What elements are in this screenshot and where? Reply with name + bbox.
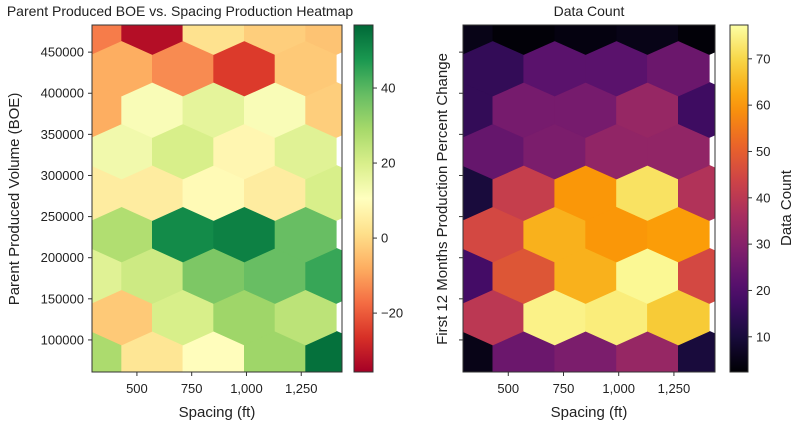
- colorbar-tick-label: 40: [756, 190, 770, 205]
- y-tick-label: 200000: [41, 250, 84, 265]
- x-tick-label: 1,250: [285, 381, 318, 396]
- x-tick-label: 500: [497, 381, 519, 396]
- y-axis-label: Parent Produced Volume (BOE): [6, 93, 23, 306]
- y-tick-label: 400000: [41, 86, 84, 101]
- x-axis-label: Spacing (ft): [551, 404, 628, 421]
- x-axis-label: Spacing (ft): [179, 404, 256, 421]
- boe-spacing-heatmap-panel: Parent Produced BOE vs. Spacing Producti…: [6, 3, 403, 421]
- colorbar-tick-label: 10: [756, 329, 770, 344]
- y-tick-label: 300000: [41, 168, 84, 183]
- x-tick-label: 750: [553, 381, 575, 396]
- x-tick-label: 500: [126, 381, 148, 396]
- hex-cell: [554, 25, 617, 55]
- y-tick-label: 250000: [41, 209, 84, 224]
- colorbar-tick-label: −20: [381, 306, 403, 321]
- y-tick-label: 450000: [41, 45, 84, 60]
- colorbar: [729, 24, 749, 373]
- plot-frame: [91, 24, 343, 373]
- colorbar-tick-label: 50: [756, 144, 770, 159]
- x-tick-label: 1,000: [230, 381, 263, 396]
- hex-cell: [121, 25, 184, 55]
- chart-title: Data Count: [554, 3, 625, 19]
- colorbar-tick-label: 20: [381, 156, 395, 171]
- y-tick-label: 100000: [41, 332, 84, 347]
- data-count-heatmap-panel: Data Count Spacing (ft) First 12 Months …: [434, 3, 795, 421]
- colorbar-label: Data Count: [778, 169, 795, 246]
- hexbin-cells: [92, 25, 342, 372]
- x-tick-label: 750: [181, 381, 203, 396]
- y-axis-label: First 12 Months Production Percent Chang…: [434, 53, 451, 345]
- hex-cell: [677, 25, 715, 55]
- colorbar-tick-label: 30: [756, 237, 770, 252]
- hex-cell: [182, 25, 245, 55]
- hexbin-cells: [463, 25, 715, 372]
- hex-cell: [492, 25, 556, 55]
- chart-title: Parent Produced BOE vs. Spacing Producti…: [7, 3, 354, 19]
- hex-cell: [244, 25, 306, 55]
- hex-cell: [305, 25, 342, 55]
- colorbar-tick-label: 40: [381, 81, 395, 96]
- hex-cell: [92, 25, 122, 55]
- x-tick-label: 1,250: [658, 381, 691, 396]
- y-tick-label: 150000: [41, 291, 84, 306]
- x-tick-label: 1,000: [602, 381, 635, 396]
- plot-frame: [462, 24, 716, 373]
- y-tick-label: 350000: [41, 127, 84, 142]
- colorbar: [353, 24, 374, 373]
- colorbar-tick-label: 60: [756, 98, 770, 113]
- colorbar-tick-label: 0: [381, 231, 388, 246]
- colorbar-tick-label: 70: [756, 51, 770, 66]
- colorbar-tick-label: 20: [756, 283, 770, 298]
- hex-cell: [616, 25, 679, 55]
- hex-cell: [463, 25, 494, 55]
